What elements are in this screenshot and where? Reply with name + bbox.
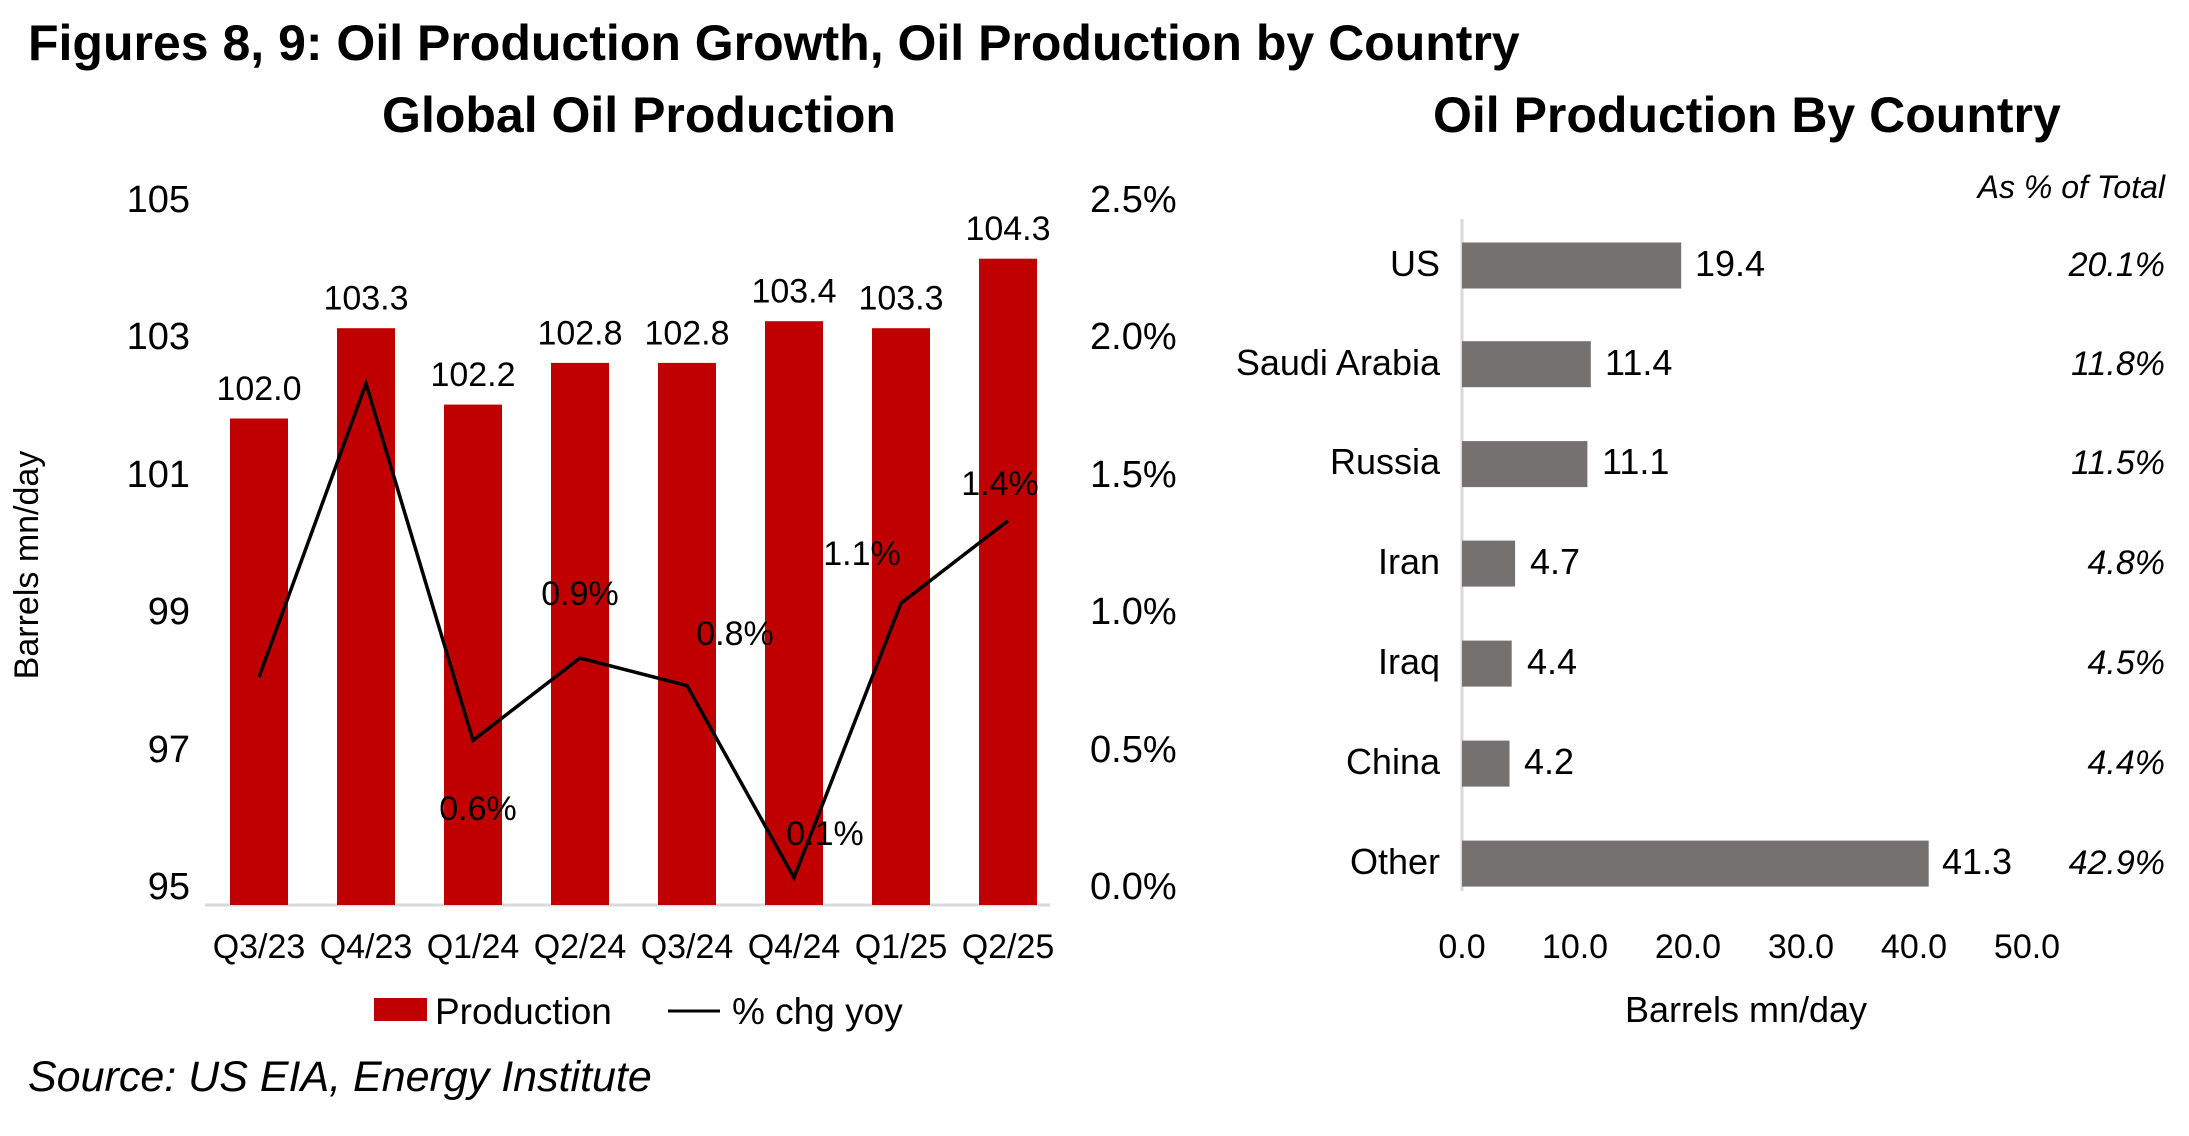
svg-text:Q3/24: Q3/24 [641, 928, 734, 966]
svg-text:104.3: 104.3 [965, 210, 1050, 248]
svg-text:99: 99 [148, 591, 190, 633]
svg-text:50.0: 50.0 [1994, 928, 2060, 966]
svg-text:As % of Total: As % of Total [1976, 169, 2166, 205]
svg-text:11.1: 11.1 [1602, 441, 1669, 482]
svg-text:11.8%: 11.8% [2071, 345, 2165, 383]
svg-text:Iran: Iran [1378, 541, 1440, 582]
svg-text:Q2/25: Q2/25 [962, 928, 1055, 966]
svg-text:102.8: 102.8 [644, 315, 729, 353]
svg-text:Production: Production [435, 991, 612, 1032]
svg-text:0.1%: 0.1% [786, 815, 864, 853]
svg-text:Q3/23: Q3/23 [213, 928, 306, 966]
svg-text:Iraq: Iraq [1378, 641, 1440, 682]
svg-text:4.7: 4.7 [1530, 541, 1580, 582]
svg-text:Russia: Russia [1330, 441, 1441, 482]
svg-text:11.5%: 11.5% [2071, 444, 2165, 482]
svg-text:103.3: 103.3 [323, 280, 408, 318]
svg-text:0.0: 0.0 [1438, 928, 1485, 966]
svg-text:105: 105 [127, 179, 190, 221]
svg-text:95: 95 [148, 866, 190, 908]
svg-text:103.3: 103.3 [858, 280, 943, 318]
svg-text:Q4/24: Q4/24 [748, 928, 841, 966]
svg-text:Barrels mn/day: Barrels mn/day [1625, 989, 1867, 1030]
svg-text:10.0: 10.0 [1542, 928, 1608, 966]
svg-text:103: 103 [127, 316, 190, 358]
svg-text:China: China [1346, 741, 1441, 782]
svg-text:1.4%: 1.4% [961, 465, 1039, 503]
svg-text:41.3: 41.3 [1942, 841, 2012, 882]
svg-text:4.4%: 4.4% [2088, 744, 2166, 782]
svg-text:1.1%: 1.1% [823, 535, 901, 573]
svg-text:Barrels mn/day: Barrels mn/day [8, 451, 46, 680]
svg-text:4.4: 4.4 [1527, 641, 1577, 682]
svg-text:4.5%: 4.5% [2088, 644, 2166, 682]
svg-text:42.9%: 42.9% [2069, 844, 2165, 882]
svg-text:103.4: 103.4 [751, 273, 836, 311]
svg-text:4.8%: 4.8% [2088, 544, 2166, 582]
svg-text:101: 101 [127, 454, 190, 496]
svg-text:30.0: 30.0 [1768, 928, 1834, 966]
svg-text:Q2/24: Q2/24 [534, 928, 627, 966]
svg-text:102.2: 102.2 [430, 356, 515, 394]
svg-text:0.8%: 0.8% [696, 615, 774, 653]
svg-text:Q1/25: Q1/25 [855, 928, 948, 966]
svg-text:97: 97 [148, 729, 190, 771]
svg-text:US: US [1390, 243, 1440, 284]
svg-text:102.0: 102.0 [216, 370, 301, 408]
svg-text:Q1/24: Q1/24 [427, 928, 520, 966]
svg-text:20.0: 20.0 [1655, 928, 1721, 966]
svg-text:40.0: 40.0 [1881, 928, 1947, 966]
svg-text:0.9%: 0.9% [541, 575, 619, 613]
svg-text:Other: Other [1350, 841, 1440, 882]
svg-text:Saudi Arabia: Saudi Arabia [1236, 342, 1441, 383]
svg-text:102.8: 102.8 [537, 315, 622, 353]
svg-text:11.4: 11.4 [1605, 342, 1672, 383]
svg-text:19.4: 19.4 [1695, 243, 1765, 284]
svg-text:4.2: 4.2 [1524, 741, 1574, 782]
svg-text:% chg yoy: % chg yoy [732, 991, 903, 1032]
svg-text:Q4/23: Q4/23 [320, 928, 413, 966]
svg-text:0.6%: 0.6% [439, 790, 517, 828]
svg-text:20.1%: 20.1% [2068, 246, 2165, 284]
